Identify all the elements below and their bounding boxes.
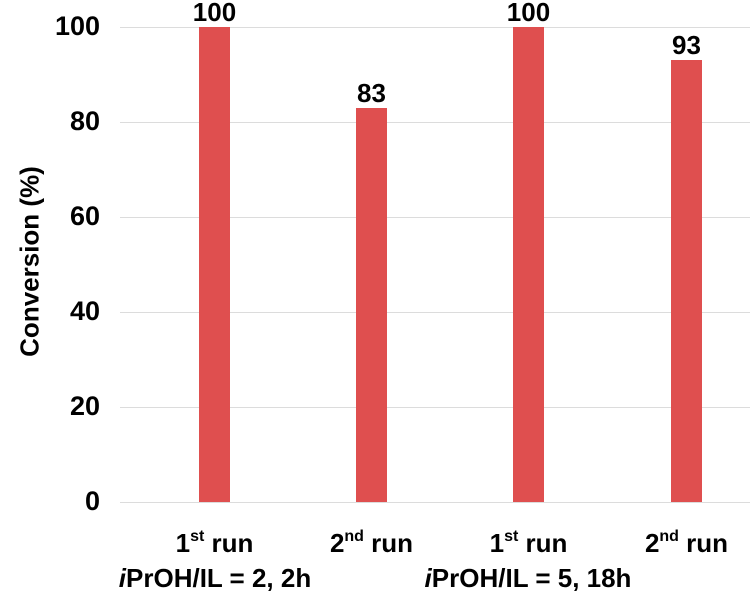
x-tick-label: 1st run xyxy=(135,528,295,559)
group-text: PrOH/IL = 5, 18h xyxy=(431,563,632,593)
run-number: 1 xyxy=(175,528,191,558)
bar xyxy=(513,27,544,502)
group-italic: i xyxy=(118,563,127,593)
x-tick-label: 1st run xyxy=(449,528,609,559)
ytick-label: 60 xyxy=(69,201,100,231)
bar xyxy=(199,27,230,502)
ytick-label: 80 xyxy=(69,106,100,136)
group-italic: i xyxy=(424,563,432,593)
ytick-label: 0 xyxy=(84,486,100,516)
ordinal-suffix: nd xyxy=(659,528,679,545)
x-tick-label: 2nd run xyxy=(292,528,452,559)
gridline-80 xyxy=(120,122,750,123)
bar xyxy=(356,107,387,502)
run-text: run xyxy=(678,528,729,558)
run-number: 2 xyxy=(644,528,660,558)
group-label-2: iPrOH/IL = 5, 18h xyxy=(368,563,688,594)
group-text: PrOH/IL = 2, 2h xyxy=(126,563,312,593)
gridline-0 xyxy=(120,502,750,503)
group-label-1: iPrOH/IL = 2, 2h xyxy=(55,563,375,594)
run-text: run xyxy=(363,528,414,558)
data-label: 100 xyxy=(506,0,551,27)
ytick-label: 20 xyxy=(69,391,100,421)
run-text: run xyxy=(518,528,568,558)
data-label: 100 xyxy=(192,0,237,27)
run-number: 2 xyxy=(329,528,345,558)
ordinal-suffix: st xyxy=(190,528,205,545)
x-tick-label: 2nd run xyxy=(607,528,750,559)
ordinal-suffix: st xyxy=(504,528,519,545)
run-number: 1 xyxy=(489,528,505,558)
gridline-100 xyxy=(120,27,750,28)
y-axis-title: Conversion (%) xyxy=(14,166,45,357)
ytick-label: 100 xyxy=(54,11,100,41)
gridline-20 xyxy=(120,407,750,408)
gridline-40 xyxy=(120,312,750,313)
run-text: run xyxy=(204,528,254,558)
ytick-label: 40 xyxy=(69,296,100,326)
ordinal-suffix: nd xyxy=(344,528,364,545)
bar xyxy=(671,60,702,502)
gridline-60 xyxy=(120,217,750,218)
data-label: 83 xyxy=(357,77,386,108)
data-label: 93 xyxy=(672,30,701,61)
